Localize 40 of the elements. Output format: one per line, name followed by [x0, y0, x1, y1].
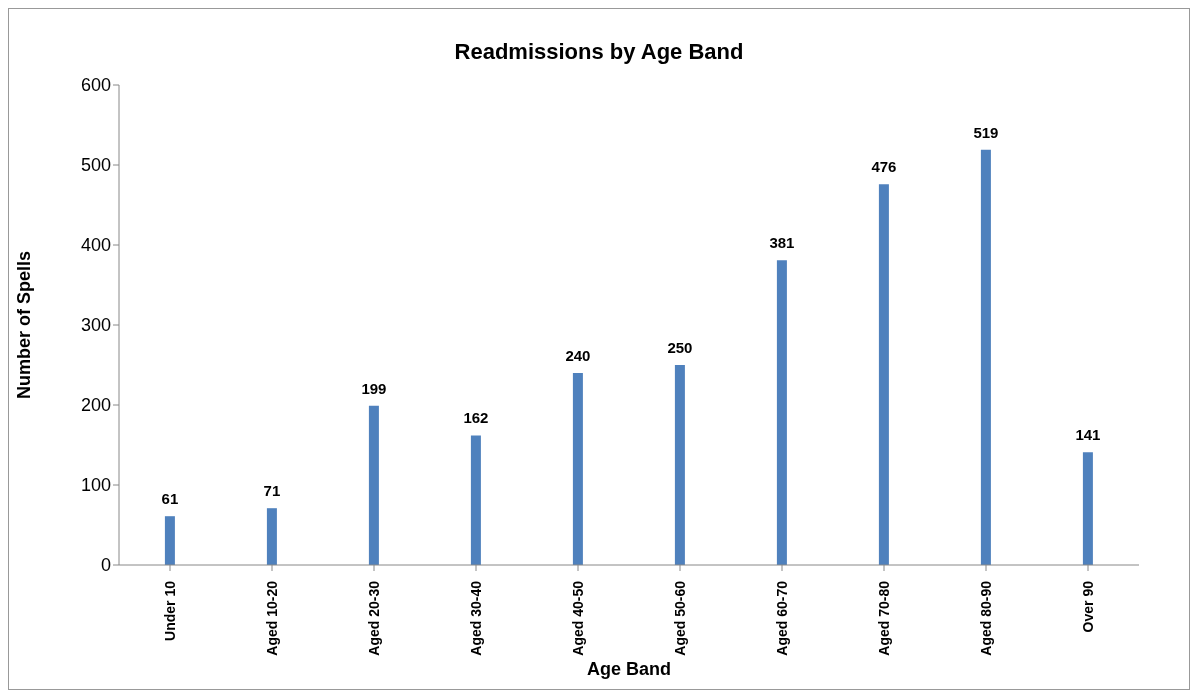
- y-tick-label: 500: [80, 155, 111, 176]
- x-axis-title: Age Band: [586, 659, 672, 679]
- bar: [368, 405, 379, 565]
- x-tick-label: Under 10: [162, 580, 178, 641]
- x-tick-label: Aged 60-70: [774, 580, 790, 656]
- x-tick-label: Over 90: [1080, 580, 1096, 633]
- bar: [776, 260, 787, 565]
- y-tick-label: 400: [80, 235, 111, 256]
- x-tick-label: Aged 70-80: [876, 580, 892, 656]
- data-label: 381: [769, 234, 795, 252]
- x-tick-label: Aged 80-90: [978, 580, 994, 656]
- y-tick-label: 0: [100, 555, 111, 576]
- data-label: 519: [973, 123, 999, 141]
- y-tick-label: 600: [80, 75, 111, 96]
- x-tick-label: Aged 20-30: [366, 580, 382, 656]
- data-label: 199: [361, 379, 387, 397]
- chart-title: Readmissions by Age Band: [453, 39, 745, 65]
- data-label: 250: [667, 339, 693, 356]
- data-label: 476: [871, 158, 897, 176]
- bar: [266, 508, 277, 565]
- bar: [674, 365, 685, 565]
- bar: [164, 516, 175, 565]
- x-tick-label: Aged 10-20: [264, 580, 280, 656]
- bar: [572, 373, 583, 565]
- x-tick-label: Aged 30-40: [468, 580, 484, 656]
- data-label: 240: [565, 347, 591, 364]
- y-tick-label: 100: [80, 475, 111, 496]
- data-label: 162: [463, 409, 489, 427]
- y-tick-label: 300: [80, 315, 111, 336]
- bar: [980, 149, 991, 565]
- bar: [878, 184, 889, 565]
- x-tick-label: Aged 40-50: [570, 580, 586, 656]
- data-label: 71: [263, 482, 281, 500]
- data-label: 61: [161, 490, 179, 508]
- y-axis-title: Number of Spells: [14, 250, 35, 400]
- x-tick-label: Aged 50-60: [672, 580, 688, 656]
- data-label: 141: [1075, 426, 1101, 444]
- bar: [1082, 452, 1093, 565]
- y-tick-label: 200: [80, 395, 111, 416]
- bar: [470, 435, 481, 565]
